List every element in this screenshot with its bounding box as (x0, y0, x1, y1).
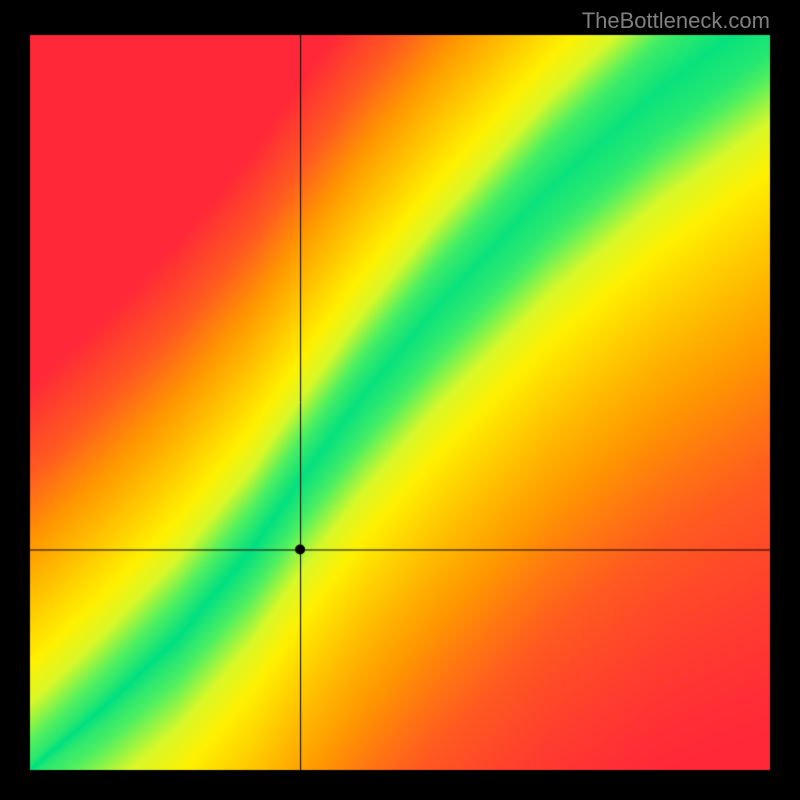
chart-container: TheBottleneck.com (0, 0, 800, 800)
bottleneck-heatmap (0, 0, 800, 800)
watermark-text: TheBottleneck.com (582, 8, 770, 34)
